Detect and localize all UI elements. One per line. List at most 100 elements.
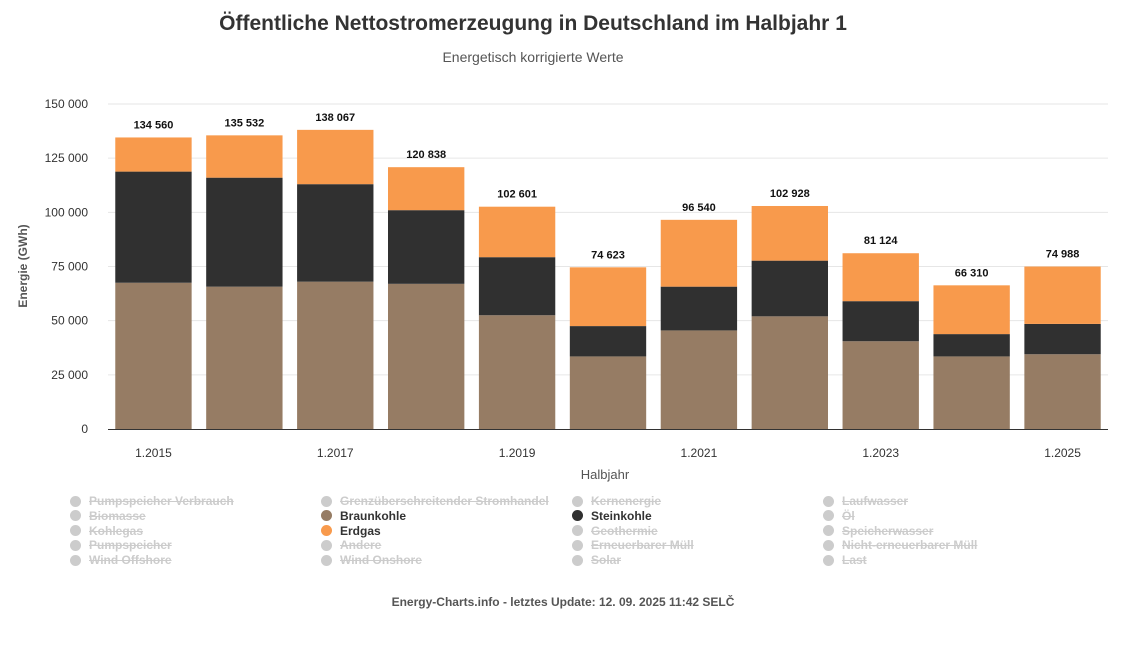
y-tick-label: 75 000 [51, 260, 88, 274]
legend-label: Erneuerbarer Müll [591, 538, 694, 553]
bar-segment-braunkohle[interactable] [1024, 354, 1101, 429]
legend-marker-icon [823, 525, 834, 537]
bar-segment-erdgas[interactable] [206, 135, 283, 178]
total-label: 96 540 [682, 202, 716, 214]
legend-label: Erdgas [340, 523, 381, 538]
bar-segment-erdgas[interactable] [1024, 266, 1101, 324]
bar-segment-erdgas[interactable] [297, 129, 374, 185]
x-tick-label: 1.2025 [1044, 446, 1081, 460]
x-tick-label: 1.2015 [135, 446, 172, 460]
legend-marker-icon [572, 539, 583, 551]
legend-item-wind-onshore[interactable]: Wind Onshore [321, 553, 422, 567]
legend-label: Laufwasser [842, 494, 909, 508]
bar-segment-erdgas[interactable] [933, 285, 1010, 335]
legend-item-pumpspeicher[interactable]: Pumpspeicher [70, 538, 172, 552]
bar-segment-erdgas[interactable] [115, 137, 192, 172]
legend-item-grenzüberschreitender-stromhandel[interactable]: Grenzüberschreitender Stromhandel [321, 494, 549, 508]
bar-segment-braunkohle[interactable] [297, 281, 374, 429]
legend-label: Solar [591, 553, 622, 568]
legend-item-last[interactable]: Last [823, 553, 867, 567]
x-tick-label: 1.2021 [681, 446, 718, 460]
bar-segment-steinkohle[interactable] [297, 184, 374, 282]
y-axis-title: Energie (GWh) [16, 224, 30, 307]
legend-item-speicherwasser[interactable]: Speicherwasser [823, 524, 933, 538]
legend-item-andere[interactable]: Andere [321, 538, 381, 552]
bar-segment-steinkohle[interactable] [751, 260, 828, 317]
legend-item-steinkohle[interactable]: Steinkohle [572, 509, 652, 523]
legend-label: Andere [340, 538, 382, 553]
bar-segment-erdgas[interactable] [660, 219, 738, 287]
total-label: 74 623 [591, 249, 625, 261]
total-label: 74 988 [1046, 249, 1080, 261]
bar-segment-braunkohle[interactable] [478, 315, 556, 429]
legend-label: Pumpspeicher [89, 538, 172, 553]
legend-item-braunkohle[interactable]: Braunkohle [321, 509, 406, 523]
legend-item-erdgas[interactable]: Erdgas [321, 524, 381, 538]
bar-segment-braunkohle[interactable] [206, 286, 283, 429]
legend-item-kohlegas[interactable]: Kohlegas [70, 524, 143, 538]
legend-marker-icon [823, 554, 834, 566]
legend-item-geothermie[interactable]: Geothermie [572, 524, 658, 538]
bar-segment-steinkohle[interactable] [842, 301, 919, 342]
legend-label: Pumpspeicher Verbrauch [89, 494, 234, 508]
legend-item-erneuerbarer-müll[interactable]: Erneuerbarer Müll [572, 538, 694, 552]
total-label: 138 067 [315, 112, 355, 124]
bar-segment-steinkohle[interactable] [388, 210, 465, 284]
y-axis: 0 25 000 50 000 75 000 100 000 125 000 150 000 [45, 97, 89, 436]
bar-segment-steinkohle[interactable] [206, 177, 283, 287]
bar-segment-steinkohle[interactable] [660, 286, 738, 331]
legend-marker-icon [321, 525, 332, 537]
y-tick-label: 125 000 [45, 151, 89, 165]
bar-segment-erdgas[interactable] [842, 253, 919, 302]
bar-segment-braunkohle[interactable] [115, 282, 192, 429]
legend-item-wind-offshore[interactable]: Wind Offshore [70, 553, 172, 567]
legend-marker-icon [70, 554, 81, 566]
bar-segment-braunkohle[interactable] [660, 330, 738, 429]
total-label: 120 838 [406, 149, 446, 161]
bar-segment-steinkohle[interactable] [569, 326, 647, 357]
bar-segment-braunkohle[interactable] [388, 283, 465, 429]
legend-label: Last [842, 553, 867, 568]
legend-marker-icon [70, 510, 81, 522]
bar-segment-steinkohle[interactable] [115, 171, 192, 283]
bar-segment-steinkohle[interactable] [933, 334, 1010, 357]
bar-segment-erdgas[interactable] [569, 267, 647, 327]
legend-label: Braunkohle [340, 508, 407, 523]
bar-segment-erdgas[interactable] [388, 167, 465, 211]
legend-marker-icon [823, 539, 834, 551]
legend-marker-icon [321, 539, 332, 551]
legend-marker-icon [572, 510, 583, 522]
bar-segment-erdgas[interactable] [751, 205, 828, 261]
bar-segment-braunkohle[interactable] [569, 356, 647, 429]
stacked-bar-chart: 0 25 000 50 000 75 000 100 000 125 000 150 000… [16, 97, 1108, 482]
legend-item-solar[interactable]: Solar [572, 553, 621, 567]
bar-segment-steinkohle[interactable] [1024, 323, 1101, 355]
legend-item-öl[interactable]: Öl [823, 509, 855, 523]
bar-segment-braunkohle[interactable] [933, 356, 1010, 429]
legend-label: Nicht-erneuerbarer Müll [842, 538, 978, 553]
legend-marker-icon [321, 554, 332, 566]
legend-item-laufwasser[interactable]: Laufwasser [823, 494, 908, 508]
y-tick-label: 150 000 [45, 97, 89, 111]
legend-marker-icon [572, 554, 583, 566]
legend-label: Speicherwasser [842, 523, 934, 538]
legend-label: Kernenergie [591, 494, 662, 508]
bar-segment-erdgas[interactable] [478, 206, 556, 258]
bar-segment-steinkohle[interactable] [478, 257, 556, 316]
bar-segment-braunkohle[interactable] [751, 316, 828, 429]
y-tick-label: 0 [81, 422, 88, 436]
legend-item-nicht-erneuerbarer-müll[interactable]: Nicht-erneuerbarer Müll [823, 538, 977, 552]
total-label: 102 601 [497, 189, 537, 201]
legend-item-biomasse[interactable]: Biomasse [70, 509, 146, 523]
legend-marker-icon [70, 525, 81, 537]
legend-label: Wind Onshore [340, 553, 422, 568]
total-label: 81 124 [864, 235, 899, 247]
x-tick-label: 1.2019 [499, 446, 536, 460]
y-tick-label: 50 000 [51, 314, 88, 328]
legend-item-kernenergie[interactable]: Kernenergie [572, 494, 661, 508]
y-tick-label: 100 000 [45, 205, 89, 219]
bar-segment-braunkohle[interactable] [842, 341, 919, 429]
legend-label: Grenzüberschreitender Stromhandel [340, 494, 549, 508]
chart-subtitle: Energetisch korrigierte Werte [442, 49, 624, 65]
legend-item-pumpspeicher-verbrauch[interactable]: Pumpspeicher Verbrauch [70, 494, 234, 508]
